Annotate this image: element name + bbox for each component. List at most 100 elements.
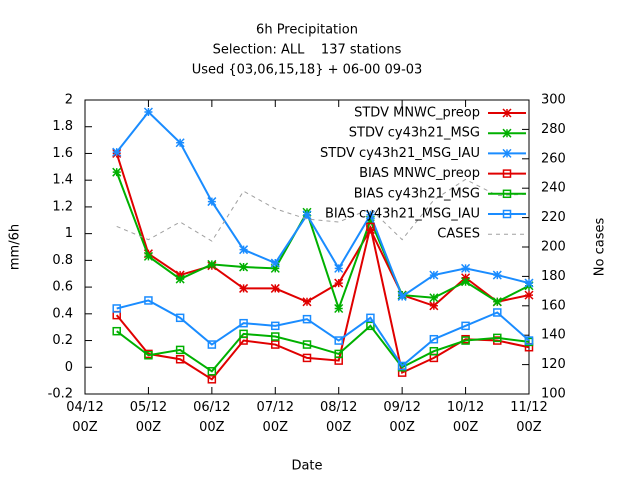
marker — [366, 313, 375, 323]
marker — [366, 222, 375, 232]
y-tick-label: 1.6 — [52, 146, 73, 161]
marker — [207, 197, 217, 207]
marker — [175, 313, 185, 323]
legend-label: STDV cy43h21_MSG — [349, 126, 480, 141]
legend-marker — [502, 148, 512, 158]
marker — [461, 277, 471, 287]
y2-tick-label: 160 — [541, 298, 566, 313]
x-tick-label: 09/12 00Z — [383, 400, 421, 435]
x-tick-label: 06/12 00Z — [193, 400, 231, 435]
marker — [365, 210, 375, 220]
marker — [334, 336, 343, 345]
legend-marker — [502, 209, 512, 219]
y-tick-label: 0.6 — [52, 280, 73, 295]
y-tick-label: -0.2 — [48, 387, 73, 402]
y-tick-label: 0 — [65, 360, 73, 375]
marker — [461, 263, 471, 273]
marker — [112, 326, 121, 336]
marker — [429, 346, 439, 356]
marker — [302, 340, 312, 349]
y-tick-label: 1 — [65, 226, 73, 241]
marker — [429, 334, 439, 344]
marker — [239, 245, 249, 255]
series-line — [116, 299, 530, 368]
y-tick-label: 0.8 — [52, 253, 73, 268]
legend-label: BIAS cy43h21_MSG — [354, 186, 480, 201]
marker — [270, 258, 280, 268]
x-tick-label: 11/12 00Z — [510, 400, 548, 435]
marker — [302, 353, 312, 363]
y-tick-label: 1.8 — [52, 119, 73, 134]
y2-tick-label: 200 — [541, 240, 566, 255]
marker — [492, 270, 502, 280]
y2-tick-label: 300 — [541, 93, 566, 108]
marker — [143, 251, 153, 261]
marker — [429, 301, 439, 311]
chart-annotation: Used {03,06,15,18} + 06-00 09-03 — [192, 63, 423, 78]
y2-tick-label: 280 — [541, 122, 566, 137]
y-tick-label: 1.2 — [52, 199, 73, 214]
marker — [493, 308, 502, 317]
y2-tick-label: 260 — [541, 151, 566, 166]
legend-marker — [502, 128, 512, 138]
marker — [524, 336, 534, 345]
marker — [175, 138, 185, 148]
marker — [302, 314, 312, 324]
marker — [207, 367, 217, 376]
marker — [239, 262, 249, 272]
marker — [144, 296, 153, 305]
legend-marker — [502, 189, 512, 199]
legend-marker — [502, 169, 512, 178]
marker — [461, 336, 470, 345]
marker — [461, 273, 471, 283]
legend-label: BIAS MNWC_preop — [359, 166, 480, 181]
y2-tick-label: 120 — [541, 357, 566, 372]
series-line — [115, 110, 530, 298]
y2-tick-label: 180 — [541, 269, 566, 284]
marker — [175, 355, 185, 364]
marker — [524, 278, 534, 288]
legend-label: BIAS cy43h21_MSG_IAU — [325, 207, 480, 222]
marker — [175, 345, 185, 355]
y-tick-label: 0.4 — [52, 306, 73, 321]
y-axis-label: mm/6h — [8, 224, 23, 270]
y-tick-label: 0.2 — [52, 333, 73, 348]
y2-tick-label: 220 — [541, 210, 566, 225]
x-tick-label: 04/12 00Z — [66, 400, 104, 435]
marker — [366, 321, 375, 331]
x-tick-label: 07/12 00Z — [256, 400, 295, 435]
marker — [397, 291, 407, 301]
series-line — [116, 324, 530, 373]
legend-label: STDV MNWC_preop — [354, 106, 480, 121]
y2-tick-label: 140 — [541, 328, 566, 343]
marker — [524, 290, 534, 300]
series-line — [115, 171, 530, 312]
x-tick-label: 10/12 00Z — [446, 400, 485, 435]
marker — [270, 283, 280, 293]
marker — [271, 321, 280, 331]
marker — [492, 297, 502, 307]
y2-axis-label: No cases — [593, 218, 608, 277]
marker — [207, 375, 217, 384]
marker — [239, 283, 249, 293]
marker — [175, 270, 185, 280]
y2-tick-label: 240 — [541, 181, 566, 196]
marker — [429, 270, 439, 280]
y2-tick-label: 100 — [541, 387, 566, 402]
marker — [493, 333, 502, 343]
x-tick-label: 05/12 00Z — [129, 400, 168, 435]
legend-label: CASES — [437, 227, 480, 242]
marker — [112, 167, 122, 177]
legend-marker — [502, 108, 512, 118]
marker — [207, 340, 217, 349]
marker — [144, 350, 153, 360]
chart-subtitle: Selection: ALL 137 stations — [213, 43, 402, 58]
marker — [397, 361, 407, 371]
marker — [112, 147, 122, 157]
marker — [271, 332, 280, 341]
marker — [143, 107, 153, 117]
y-tick-label: 1.4 — [52, 173, 73, 188]
marker — [461, 321, 470, 331]
